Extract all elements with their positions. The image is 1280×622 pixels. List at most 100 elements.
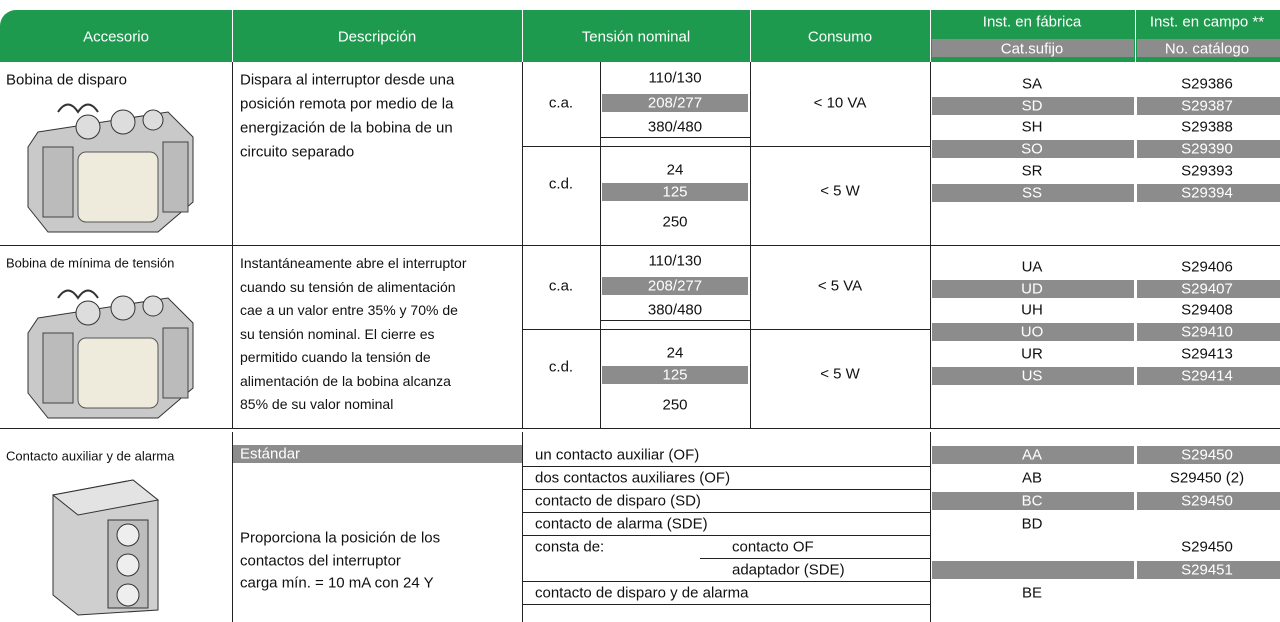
suffix: UO	[1020, 323, 1044, 341]
voltage: 208/277	[647, 277, 703, 295]
option-text: contacto de alarma (SDE)	[535, 515, 708, 533]
description-line: Proporciona la posición de los	[240, 529, 441, 547]
voltage: 110/130	[648, 252, 702, 270]
rule-line	[600, 62, 601, 246]
catalog-number: S29386	[1181, 75, 1233, 93]
rule-line	[522, 535, 930, 536]
consumption: < 5 W	[820, 365, 860, 383]
highlight-bar	[932, 492, 1134, 510]
voltage: 250	[662, 396, 688, 414]
voltage: 125	[662, 366, 688, 384]
highlight-bar	[1137, 183, 1280, 202]
rule-line	[232, 62, 233, 246]
rule-line	[0, 245, 1280, 246]
rule-line	[522, 432, 523, 622]
voltage: 24	[666, 344, 684, 362]
option-text: dos contactos auxiliares (OF)	[535, 469, 731, 487]
highlight-bar	[602, 277, 748, 295]
description-line: contactos del interruptor	[240, 552, 401, 569]
voltage: 110/130	[648, 69, 702, 87]
rule-line	[522, 466, 930, 467]
description-line: posición remota por medio de la	[240, 95, 454, 113]
catalog-number: S29451	[1181, 561, 1233, 579]
catalog-number: S29387	[1181, 97, 1233, 115]
header-cell: Tensión nominal	[581, 28, 691, 46]
rule-line	[700, 558, 930, 559]
header-cell: Descripción	[337, 28, 417, 46]
rule-line	[522, 245, 523, 429]
rule-line	[232, 10, 233, 62]
rule-line	[232, 432, 233, 622]
option-item: contacto OF	[732, 538, 814, 556]
highlight-bar	[932, 279, 1134, 298]
description-line: energización de la bobina de un	[240, 119, 453, 137]
current-type: c.d.	[548, 358, 574, 376]
highlight-bar	[1137, 279, 1280, 298]
rule-line	[600, 245, 601, 429]
voltage: 380/480	[647, 118, 703, 136]
header-cell: Consumo	[807, 28, 873, 46]
option-text: un contacto auxiliar (OF)	[535, 446, 700, 464]
rule-line	[522, 581, 930, 582]
highlight-bar	[932, 323, 1134, 342]
header-cell: No. catálogo	[1164, 40, 1250, 58]
current-type: c.d.	[548, 175, 574, 193]
catalog-number: S29450	[1181, 446, 1233, 464]
suffix: UD	[1021, 280, 1043, 298]
rule-line	[930, 62, 931, 246]
description-line: circuito separado	[240, 143, 355, 161]
rule-line	[750, 62, 751, 246]
suffix: US	[1021, 367, 1043, 384]
rule-line	[750, 245, 751, 429]
suffix: SA	[1021, 75, 1042, 93]
suffix: UR	[1021, 345, 1043, 363]
highlight-bar	[932, 366, 1134, 385]
description-line: Instantáneamente abre el interruptor	[240, 255, 467, 271]
catalog-number: S29410	[1181, 323, 1233, 341]
highlight-bar	[1137, 446, 1280, 464]
description-line: 85% de su valor nominal	[240, 396, 394, 412]
highlight-bar	[1137, 323, 1280, 342]
voltage: 24	[666, 161, 684, 179]
catalog-number: S29414	[1181, 367, 1233, 384]
description-line: cae a un valor entre 35% y 70% de	[240, 302, 458, 318]
rule-line	[522, 512, 930, 513]
description-line: carga mín. = 10 mA con 24 Y	[240, 574, 434, 592]
rule-line	[522, 62, 523, 246]
rule-line	[522, 146, 930, 147]
rule-line	[522, 489, 930, 490]
highlight-bar	[1137, 492, 1280, 510]
catalog-number: S29388	[1181, 118, 1233, 136]
highlight-bar	[1137, 366, 1280, 385]
option-label: consta de:	[535, 538, 605, 556]
suffix: SD	[1021, 97, 1043, 115]
trip-coil-illustration	[27, 103, 194, 233]
header-cell: Cat.sufijo	[1000, 40, 1064, 58]
description-line: alimentación de la bobina alcanza	[240, 372, 451, 389]
current-type: c.a.	[548, 94, 574, 112]
catalog-number: S29394	[1181, 184, 1233, 201]
variant: Estándar	[240, 445, 301, 463]
suffix: SR	[1021, 162, 1043, 180]
suffix: SH	[1021, 118, 1043, 136]
rule-line	[522, 10, 523, 62]
accessory-name: Bobina de mínima de tensión	[6, 255, 175, 271]
current-type: c.a.	[548, 277, 574, 295]
voltage: 208/277	[647, 94, 703, 112]
highlight-bar	[1137, 140, 1280, 159]
suffix: AB	[1021, 469, 1042, 487]
voltage: 380/480	[647, 301, 703, 319]
catalog-number: S29413	[1181, 345, 1233, 363]
rule-line	[600, 320, 750, 321]
highlight-bar	[932, 140, 1134, 159]
rule-line	[522, 604, 930, 605]
suffix: BC	[1021, 492, 1043, 510]
accessory-name: Bobina de disparo	[6, 71, 127, 89]
rule-line	[1135, 10, 1136, 62]
header-cell: Accesorio	[83, 28, 149, 46]
header-cell: Inst. en fábrica	[982, 13, 1082, 31]
description-line: Dispara al interruptor desde una	[240, 71, 455, 89]
highlight-bar	[232, 445, 522, 463]
highlight-bar	[1137, 561, 1280, 579]
